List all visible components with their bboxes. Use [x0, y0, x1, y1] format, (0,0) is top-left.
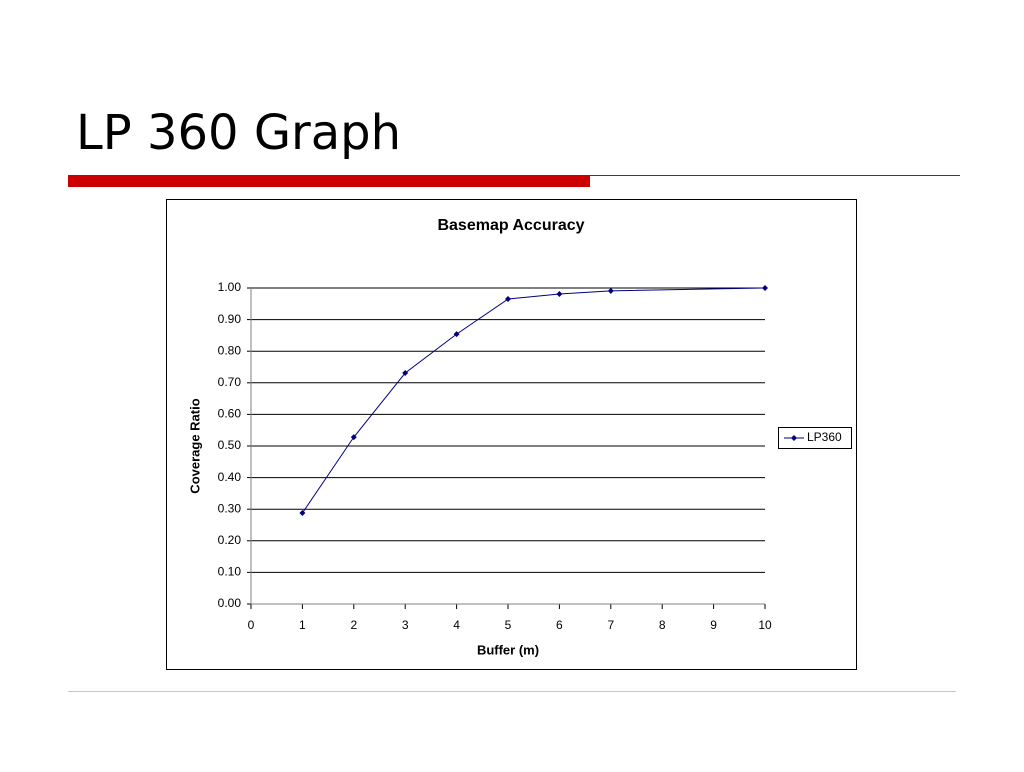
y-tick-label: 0.70 — [218, 375, 242, 389]
series-line — [301, 287, 766, 514]
data-point — [402, 370, 409, 377]
x-tick-label: 2 — [350, 618, 357, 632]
data-point — [762, 285, 768, 291]
y-tick-label: 0.20 — [218, 533, 242, 547]
legend-marker — [791, 435, 797, 441]
y-tick-label: 0.90 — [218, 312, 242, 326]
x-tick-label: 7 — [607, 618, 614, 632]
x-tick-label: 8 — [659, 618, 666, 632]
y-axis-title: Coverage Ratio — [187, 398, 202, 493]
y-tick-label: 0.80 — [218, 343, 242, 357]
legend-box — [778, 427, 852, 449]
data-point — [505, 296, 511, 303]
y-tick-label: 0.60 — [218, 407, 242, 421]
x-tick-label: 6 — [556, 618, 563, 632]
x-axis-title: Buffer (m) — [477, 642, 539, 657]
data-point — [607, 287, 614, 294]
y-tick-label: 0.10 — [218, 565, 242, 579]
y-tick-label: 1.00 — [218, 280, 242, 294]
x-tick-label: 1 — [299, 618, 306, 632]
x-tick-label: 4 — [453, 618, 460, 632]
y-tick-label: 0.00 — [218, 596, 242, 610]
y-tick-label: 0.40 — [218, 470, 242, 484]
data-point — [453, 331, 460, 338]
legend-label: LP360 — [807, 430, 842, 444]
x-tick-label: 9 — [710, 618, 717, 632]
x-tick-label: 10 — [758, 618, 772, 632]
data-point — [299, 509, 306, 516]
x-tick-label: 0 — [248, 618, 255, 632]
data-point — [556, 291, 563, 298]
y-tick-label: 0.50 — [218, 438, 242, 452]
x-tick-label: 3 — [402, 618, 409, 632]
title-bar — [68, 175, 590, 187]
chart-frame — [166, 199, 857, 670]
data-point — [350, 434, 357, 441]
x-tick-label: 5 — [505, 618, 512, 632]
chart-title: Basemap Accuracy — [437, 217, 584, 234]
slide-title: LP 360 Graph — [76, 105, 401, 161]
y-tick-label: 0.30 — [218, 501, 242, 515]
